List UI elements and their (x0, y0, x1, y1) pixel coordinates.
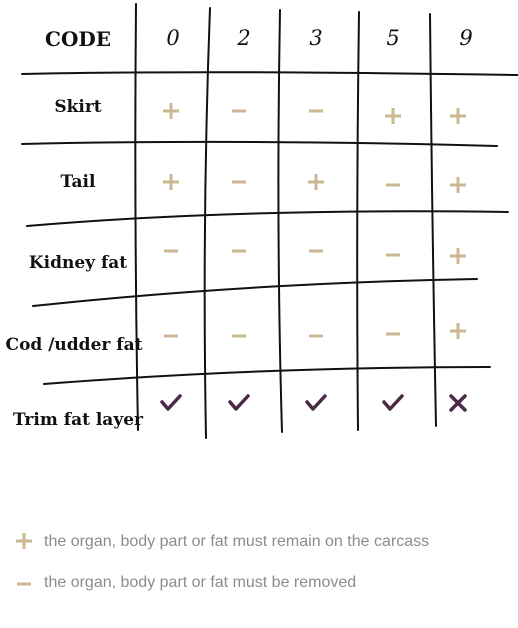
h-line-5 (43, 366, 491, 385)
check-mark-icon (382, 394, 404, 411)
legend-plus-icon (16, 533, 32, 549)
plus-mark-icon (450, 248, 466, 264)
row-label-cod-udder-fat: Cod /udder fat (6, 335, 143, 355)
code-label-5: 5 (386, 26, 399, 50)
check-mark-icon (160, 394, 182, 411)
check-mark-icon (228, 394, 250, 411)
plus-mark-icon (450, 108, 466, 124)
v-line-2 (203, 7, 211, 439)
legend-remain-text: the organ, body part or fat must remain … (44, 533, 430, 550)
row-label-kidney-fat: Kidney fat (29, 253, 127, 273)
plus-mark-icon (450, 323, 466, 339)
legend-removed-text: the organ, body part or fat must be remo… (44, 574, 357, 591)
row-label-skirt: Skirt (54, 97, 101, 117)
code-label-9: 9 (459, 26, 472, 50)
h-line-4 (32, 278, 478, 307)
plus-mark-icon (163, 103, 179, 119)
h-line-3 (26, 210, 509, 227)
grid-lines (21, 3, 518, 439)
plus-mark-icon (385, 108, 401, 124)
code-header: CODE (45, 27, 111, 51)
plus-mark-icon (308, 174, 324, 190)
code-label-3: 3 (309, 26, 322, 50)
cross-mark-icon (449, 394, 467, 412)
plus-mark-icon (163, 174, 179, 190)
row-label-tail: Tail (61, 172, 96, 192)
h-line-1 (21, 71, 518, 76)
code-label-2: 2 (236, 26, 250, 50)
v-line-4 (356, 11, 360, 431)
check-mark-icon (305, 394, 327, 411)
code-label-0: 0 (166, 26, 179, 50)
legend-remain: the organ, body part or fat must remain … (16, 533, 429, 551)
plus-mark-icon (450, 177, 466, 193)
h-line-2 (21, 140, 498, 147)
v-line-3 (277, 9, 283, 433)
table-marks (160, 103, 467, 412)
row-label-trim-fat-layer: Trim fat layer (13, 410, 144, 430)
legend-removed: the organ, body part or fat must be remo… (16, 574, 356, 592)
v-line-1 (134, 3, 139, 431)
v-line-5 (429, 13, 437, 427)
